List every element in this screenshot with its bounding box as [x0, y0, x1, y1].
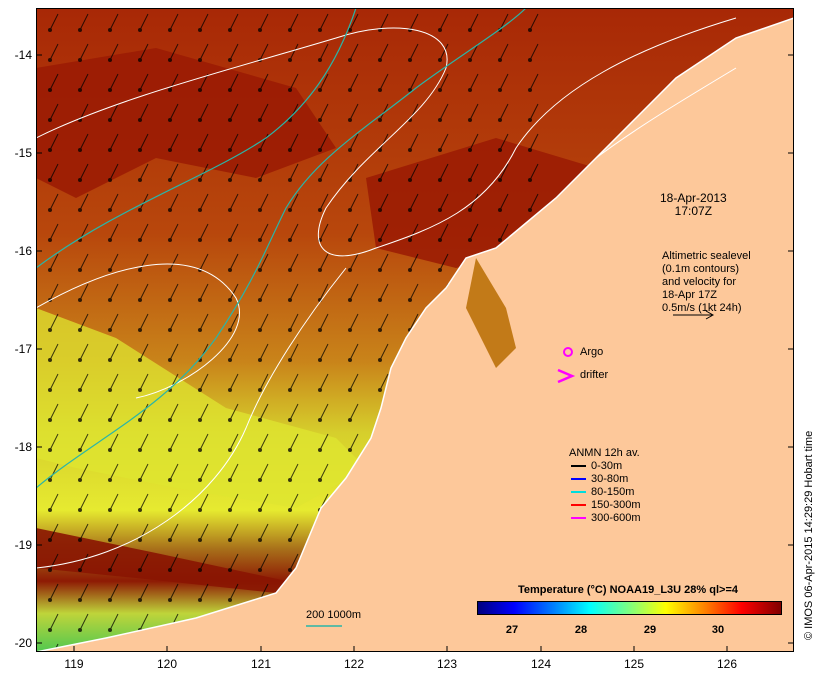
date-line: 18-Apr-2013 — [660, 191, 727, 205]
anmn-legend-item: 300-600m — [591, 512, 641, 524]
x-tick-label: 125 — [623, 657, 645, 671]
credit-label: © IMOS 06-Apr-2015 14:29:29 Hobart time — [803, 430, 815, 640]
isobath-200 — [36, 8, 527, 489]
isobath-1000 — [36, 8, 357, 269]
anmn-legend-arrows — [571, 465, 586, 519]
y-tick-label: -18 — [14, 440, 32, 454]
x-tick-label: 121 — [250, 657, 272, 671]
sealevel-contour — [36, 263, 240, 399]
argo-label: Argo — [580, 346, 604, 358]
colorbar-tick: 29 — [643, 624, 657, 636]
colorbar-tick: 27 — [505, 624, 519, 636]
sst-map — [36, 8, 794, 652]
date-label: 18-Apr-2013 17:07Z — [660, 192, 727, 218]
colorbar — [477, 601, 782, 615]
x-tick-label: 124 — [530, 657, 552, 671]
altimetry-line: (0.1m contours) — [662, 263, 740, 275]
anmn-legend-item: 30-80m — [591, 473, 629, 485]
isobath-legend-label: 200 1000m — [306, 609, 362, 621]
altimetry-line: 0.5m/s (1kt 24h) — [662, 302, 742, 314]
inlet — [466, 258, 516, 368]
map-frame[interactable] — [36, 8, 794, 652]
sealevel-contour — [595, 67, 737, 159]
altimetry-line: and velocity for — [662, 276, 736, 288]
argo-marker — [563, 347, 573, 357]
sealevel-contour — [36, 267, 347, 569]
land — [36, 17, 794, 652]
drifter-marker — [557, 368, 576, 384]
altimetry-line: 18-Apr 17Z — [662, 289, 718, 301]
y-tick-label: -20 — [14, 636, 32, 650]
anmn-legend-title: ANMN 12h av. — [569, 447, 640, 459]
anmn-legend-item: 0-30m — [591, 460, 623, 472]
y-tick-label: -15 — [14, 146, 32, 160]
drifter-label: drifter — [580, 369, 609, 381]
altimetry-note: Altimetric sealevel (0.1m contours) and … — [662, 250, 751, 315]
colorbar-tick: 28 — [574, 624, 588, 636]
sealevel-contour — [36, 17, 737, 257]
x-tick-label: 123 — [436, 657, 458, 671]
y-tick-label: -14 — [14, 48, 32, 62]
anmn-legend-item: 150-300m — [591, 499, 641, 511]
y-tick-label: -19 — [14, 538, 32, 552]
colorbar-title: Temperature (°C) NOAA19_L3U 28% ql>=4 — [518, 584, 738, 596]
x-tick-label: 126 — [716, 657, 738, 671]
altimetry-line: Altimetric sealevel — [662, 250, 751, 262]
x-tick-label: 119 — [64, 657, 84, 671]
anmn-legend-item: 80-150m — [591, 486, 635, 498]
x-tick-label: 122 — [343, 657, 365, 671]
x-tick-label: 120 — [156, 657, 178, 671]
time-line: 17:07Z — [674, 204, 713, 218]
y-tick-label: -17 — [14, 342, 32, 356]
colorbar-tick: 30 — [711, 624, 725, 636]
y-tick-label: -16 — [14, 244, 32, 258]
